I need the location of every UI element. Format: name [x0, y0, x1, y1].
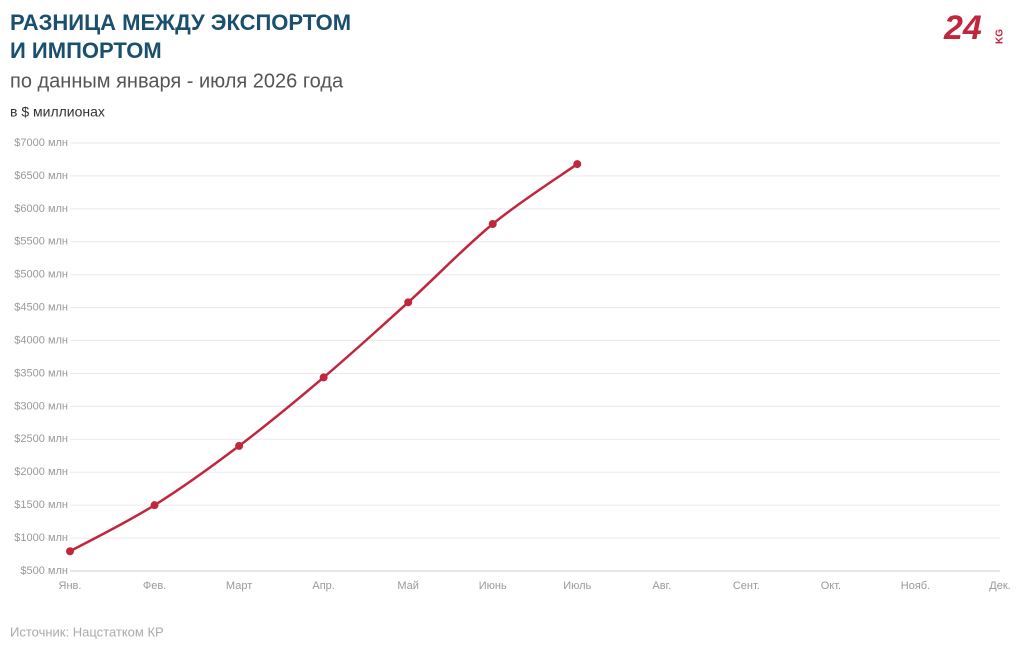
source: Источник: Нацстатком КР	[10, 624, 164, 639]
x-tick-label: Апр.	[312, 580, 334, 592]
y-tick-label: $1000 млн	[14, 532, 68, 544]
x-tick-label: Окт.	[821, 580, 841, 592]
line	[69, 163, 578, 553]
point	[66, 547, 74, 556]
x-tick-label: Июнь	[479, 580, 507, 592]
x-tick-label: Сент.	[733, 580, 760, 592]
x-tick-label: Июль	[563, 580, 591, 592]
point	[573, 160, 582, 169]
logo: 24	[943, 9, 982, 47]
y-tick-label: $2000 млн	[14, 466, 68, 478]
x-tick-label: Дек.	[989, 580, 1010, 592]
y-tick-label: $1500 млн	[14, 499, 68, 511]
y-tick-label: $5500 млн	[14, 236, 68, 248]
point	[319, 373, 328, 382]
logo-suffix: KG	[995, 29, 1006, 44]
point	[235, 441, 244, 450]
y-tick-label: $6000 млн	[14, 203, 68, 215]
x-tick-label: Нояб.	[901, 580, 930, 592]
chart-title: РАЗНИЦА МЕЖДУ ЭКСПОРТОМ	[10, 10, 351, 35]
x-tick-label: Янв.	[59, 580, 82, 592]
y-tick-label: $5000 млн	[14, 269, 68, 281]
y-tick-label: $500 млн	[20, 565, 68, 577]
chart-subtitle: по данным января - июля 2026 года	[10, 70, 344, 92]
x-tick-label: Фев.	[143, 580, 166, 592]
y-tick-label: $6500 млн	[14, 170, 68, 182]
y-axis-label: в $ миллионах	[10, 104, 105, 120]
x-tick-label: Март	[226, 580, 252, 592]
y-tick-label: $7000 млн	[14, 137, 68, 149]
y-tick-label: $2500 млн	[14, 433, 68, 445]
y-tick-label: $4500 млн	[14, 302, 68, 314]
x-tick-label: Авг.	[652, 580, 671, 592]
point	[150, 501, 159, 510]
point	[404, 298, 413, 307]
x-tick-label: Май	[397, 580, 419, 592]
y-tick-label: $3500 млн	[14, 367, 68, 379]
y-tick-label: $3000 млн	[14, 400, 68, 412]
point	[488, 219, 497, 228]
chart-title: И ИМПОРТОМ	[10, 38, 162, 63]
y-tick-label: $4000 млн	[14, 334, 68, 346]
